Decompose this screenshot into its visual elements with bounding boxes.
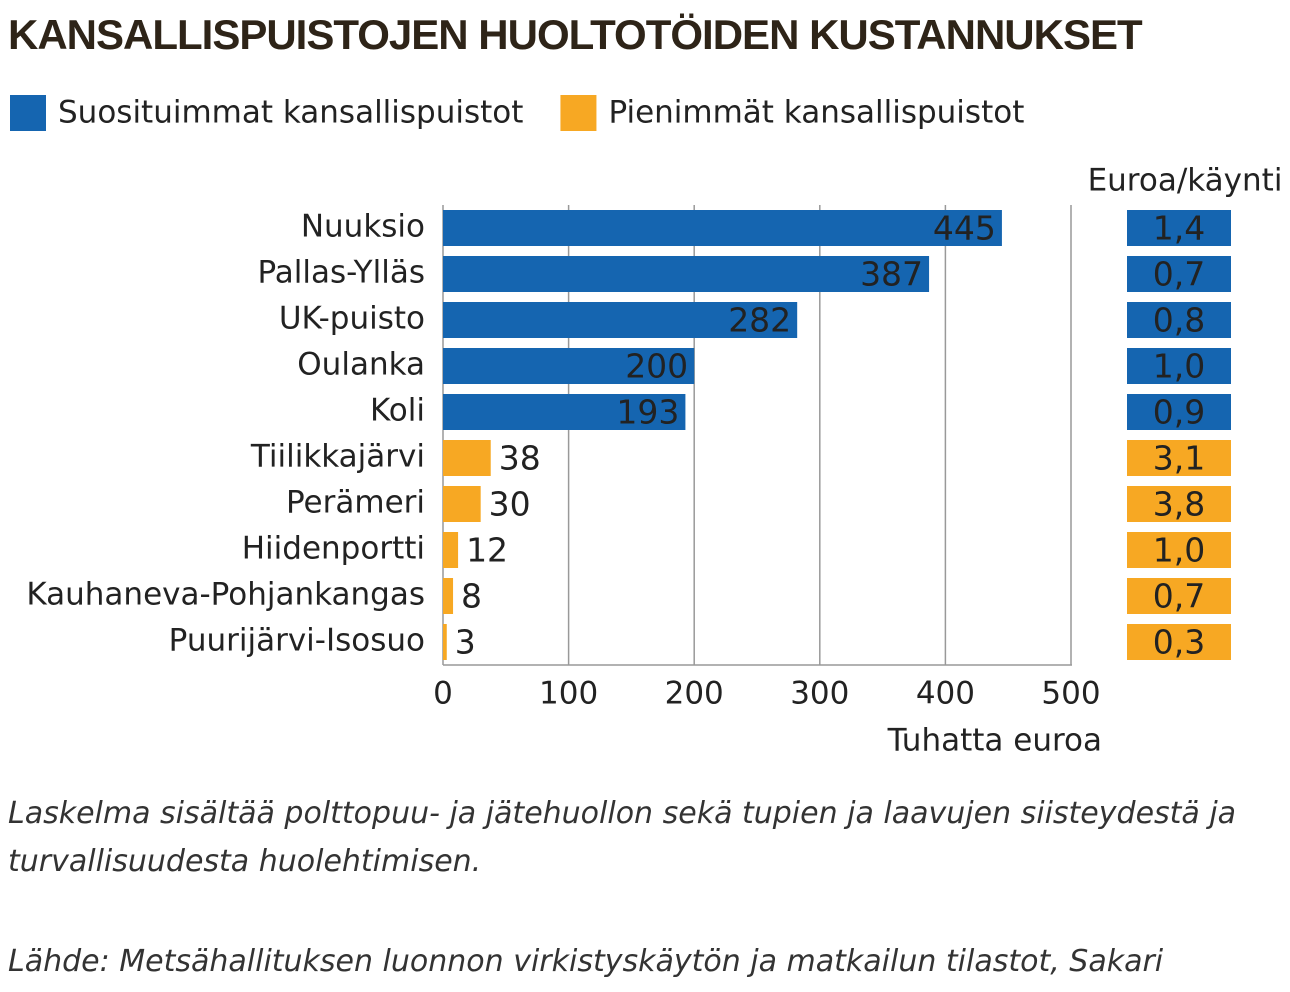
bar (443, 348, 695, 384)
per-visit-label: 1,0 (1153, 531, 1205, 570)
y-tick-label: Kauhaneva-Pohjankangas (26, 577, 425, 613)
per-visit-box (1127, 578, 1231, 614)
bar (443, 256, 930, 292)
y-tick-label: Nuuksio (301, 209, 425, 245)
per-visit-label: 0,7 (1153, 577, 1205, 616)
data-label: 282 (728, 301, 791, 340)
per-visit-box (1127, 348, 1231, 384)
x-tick-label: 0 (433, 676, 453, 712)
bar (443, 302, 798, 338)
x-tick-label: 400 (916, 676, 975, 712)
per-visit-box (1127, 532, 1231, 568)
bar (443, 440, 491, 476)
data-label: 3 (455, 623, 476, 662)
bar (443, 532, 459, 568)
legend-swatch (10, 95, 46, 131)
per-visit-label: 3,1 (1153, 439, 1205, 478)
x-tick-label: 200 (665, 676, 724, 712)
per-visit-box (1127, 486, 1231, 522)
y-tick-label: Tiilikkajärvi (250, 439, 425, 475)
x-tick-label: 500 (1041, 676, 1100, 712)
per-visit-box (1127, 624, 1231, 660)
y-tick-label: UK-puisto (279, 301, 425, 337)
per-visit-label: 0,8 (1153, 301, 1205, 340)
data-label: 8 (461, 577, 482, 616)
y-tick-label: Puurijärvi-Isosuo (169, 623, 425, 659)
legend-label: Suosituimmat kansallispuistot (58, 95, 523, 131)
y-tick-label: Pallas-Ylläs (258, 255, 426, 291)
x-tick-label: 100 (539, 676, 598, 712)
legend-label: Pienimmät kansallispuistot (608, 95, 1024, 131)
y-tick-label: Perämeri (286, 485, 425, 521)
per-visit-label: 0,9 (1153, 393, 1205, 432)
data-label: 38 (499, 439, 541, 478)
data-label: 445 (933, 209, 996, 248)
data-label: 200 (625, 347, 688, 386)
x-axis-label: Tuhatta euroa (887, 723, 1102, 759)
y-tick-label: Oulanka (297, 347, 425, 383)
chart: KANSALLISPUISTOJEN HUOLTOTÖIDEN KUSTANNU… (8, 11, 1283, 759)
per-visit-box (1127, 210, 1231, 246)
x-tick-label: 300 (790, 676, 849, 712)
per-visit-box (1127, 394, 1231, 430)
bar (443, 578, 454, 614)
per-visit-label: 1,4 (1153, 209, 1205, 248)
per-visit-label: 3,8 (1153, 485, 1205, 524)
bar (443, 394, 686, 430)
y-tick-label: Hiidenportti (242, 531, 425, 567)
chart-title: KANSALLISPUISTOJEN HUOLTOTÖIDEN KUSTANNU… (8, 11, 1143, 58)
per-visit-box (1127, 440, 1231, 476)
bar (443, 486, 481, 522)
per-visit-label: 0,3 (1153, 623, 1205, 662)
data-label: 12 (466, 531, 508, 570)
per-visit-box (1127, 256, 1231, 292)
per-visit-box (1127, 302, 1231, 338)
data-label: 387 (860, 255, 923, 294)
source: Lähde: Metsähallituksen luonnon virkisty… (8, 944, 1164, 979)
per-visit-label: 0,7 (1153, 255, 1205, 294)
note: Laskelma sisältää polttopuu- ja jätehuol… (8, 796, 1237, 879)
bar (443, 210, 1002, 246)
data-label: 30 (489, 485, 531, 524)
per-visit-title: Euroa/käynti (1088, 163, 1283, 199)
bar (443, 624, 447, 660)
per-visit-label: 1,0 (1153, 347, 1205, 386)
data-label: 193 (616, 393, 679, 432)
y-tick-label: Koli (370, 393, 425, 429)
legend-swatch (560, 95, 597, 131)
